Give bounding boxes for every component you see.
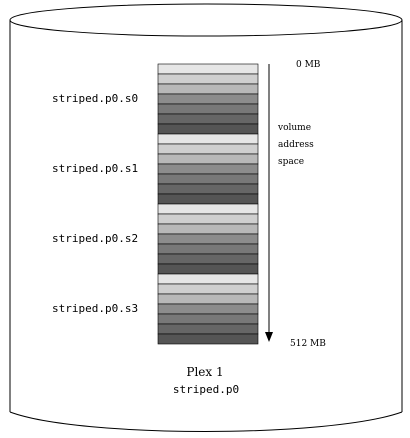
stripe-s1-3 bbox=[157, 163, 259, 175]
stripe-s1-6 bbox=[157, 193, 259, 205]
plex-title: Plex 1 bbox=[186, 365, 223, 379]
stripe-column bbox=[157, 63, 259, 345]
stripe-s2-4 bbox=[157, 243, 259, 255]
stripe-s0-3 bbox=[157, 93, 259, 105]
address-arrow-head bbox=[265, 332, 273, 342]
plex-caption: Plex 1 striped.p0 bbox=[173, 365, 239, 396]
stripe-s3-6 bbox=[157, 333, 259, 345]
subdisk-label-s3: striped.p0.s3 bbox=[52, 302, 138, 315]
subdisk-labels: striped.p0.s0 striped.p0.s1 striped.p0.s… bbox=[52, 92, 138, 315]
stripe-s3-2 bbox=[157, 293, 259, 305]
address-axis: 0 MB 512 MB volume address space bbox=[265, 60, 326, 349]
address-caption-line-3: space bbox=[278, 157, 304, 167]
stripe-s2-5 bbox=[157, 253, 259, 265]
cylinder-bottom-curve bbox=[9, 411, 403, 432]
address-caption-line-2: address bbox=[278, 140, 314, 150]
stripe-s0-2 bbox=[157, 83, 259, 95]
stripe-s0-5 bbox=[157, 113, 259, 125]
stripe-s2-6 bbox=[157, 263, 259, 275]
stripe-s1-0 bbox=[157, 133, 259, 145]
subdisk-label-s1: striped.p0.s1 bbox=[52, 162, 138, 175]
subdisk-label-s0: striped.p0.s0 bbox=[52, 92, 138, 105]
stripe-s1-1 bbox=[157, 143, 259, 155]
stripe-s2-2 bbox=[157, 223, 259, 235]
stripe-s1-4 bbox=[157, 173, 259, 185]
plex-cylinder bbox=[9, 3, 403, 432]
stripe-s1-2 bbox=[157, 153, 259, 165]
stripe-s3-1 bbox=[157, 283, 259, 295]
stripe-s0-1 bbox=[157, 73, 259, 85]
subdisk-label-s2: striped.p0.s2 bbox=[52, 232, 138, 245]
stripe-s3-0 bbox=[157, 273, 259, 285]
plex-name: striped.p0 bbox=[173, 383, 239, 396]
stripe-s1-5 bbox=[157, 183, 259, 195]
address-caption-line-1: volume bbox=[277, 123, 311, 133]
stripe-s3-3 bbox=[157, 303, 259, 315]
stripe-s0-4 bbox=[157, 103, 259, 115]
stripe-s0-6 bbox=[157, 123, 259, 135]
cylinder-top-ellipse bbox=[9, 3, 403, 37]
stripe-s2-3 bbox=[157, 233, 259, 245]
stripe-s3-4 bbox=[157, 313, 259, 325]
stripe-s0-0 bbox=[157, 63, 259, 75]
address-end-label: 512 MB bbox=[290, 339, 326, 349]
address-start-label: 0 MB bbox=[296, 60, 321, 70]
stripe-s2-1 bbox=[157, 213, 259, 225]
stripe-s2-0 bbox=[157, 203, 259, 215]
stripe-s3-5 bbox=[157, 323, 259, 335]
